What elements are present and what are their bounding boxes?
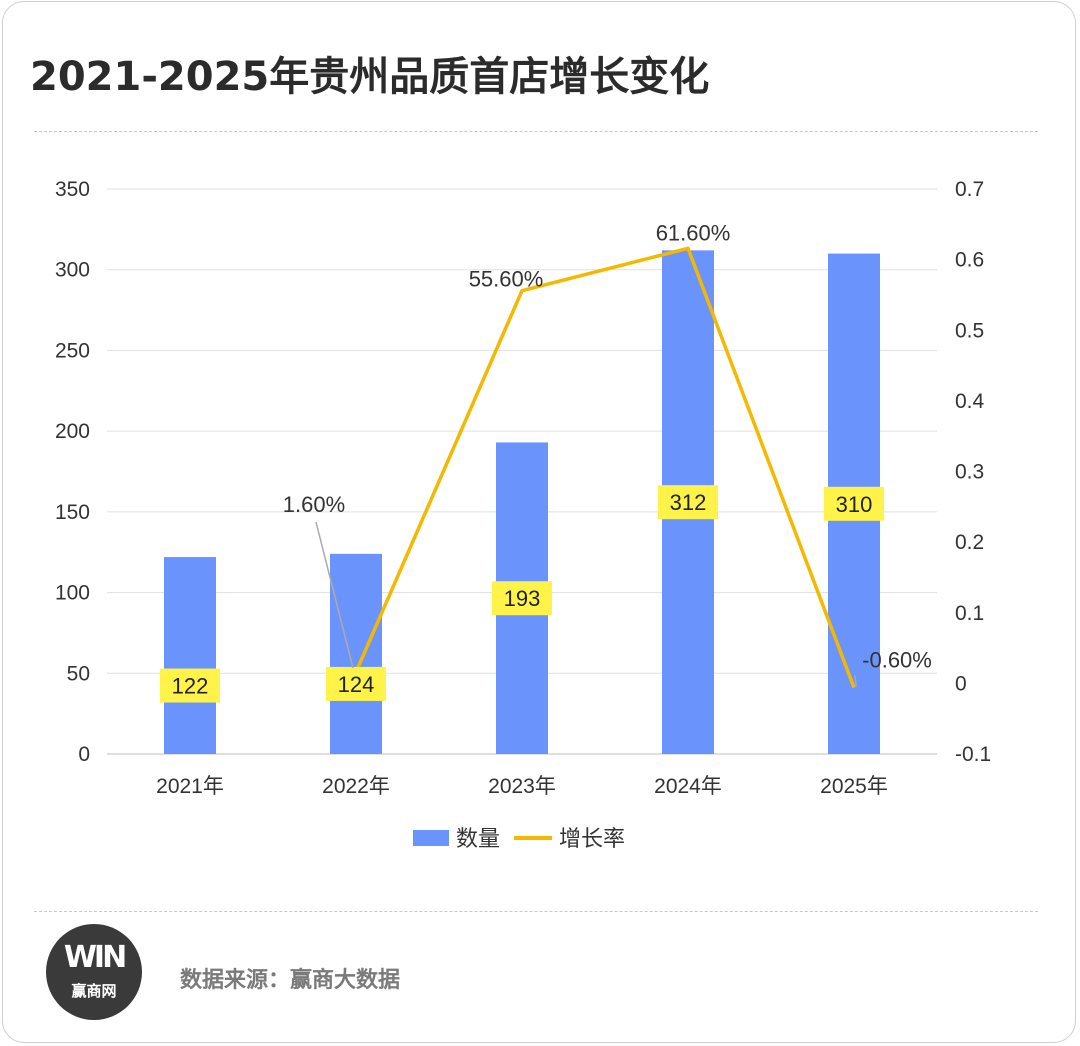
- y-left-tick-label: 300: [55, 259, 90, 282]
- bar-label-bg: [824, 486, 884, 521]
- y-right-tick-label: -0.1: [955, 743, 991, 766]
- y-left-tick-label: 350: [55, 178, 90, 201]
- legend-label: 增长率: [559, 826, 625, 851]
- bar-label-bg: [326, 666, 386, 701]
- bar-data-label: 122: [172, 674, 209, 699]
- y-right-tick-label: 0.1: [955, 602, 984, 625]
- legend-label: 数量: [456, 826, 500, 851]
- bar-data-label: 193: [504, 586, 541, 611]
- x-tick-label: 2022年: [322, 775, 390, 798]
- y-left-tick-label: 0: [78, 743, 90, 766]
- winshang-logo-icon: WIN 赢商网: [46, 924, 142, 1020]
- data-label-leader: [854, 675, 857, 687]
- logo-mark: WIN: [63, 940, 127, 975]
- y-left-tick-label: 150: [55, 501, 90, 524]
- top-divider: [34, 131, 1038, 132]
- bar-label-bg: [658, 485, 718, 520]
- bar-label-bg: [160, 668, 220, 703]
- bar-data-label: 124: [338, 672, 375, 697]
- line-data-label: 1.60%: [283, 492, 345, 517]
- growth-rate-line: [354, 246, 856, 689]
- y-left-tick-label: 200: [55, 420, 90, 443]
- bar: [164, 557, 216, 754]
- x-tick-label: 2023年: [488, 775, 556, 798]
- chart-title: 2021-2025年贵州品质首店增长变化: [30, 54, 710, 100]
- bottom-divider: [34, 911, 1038, 912]
- y-right-tick-label: 0.5: [955, 319, 984, 342]
- y-left-tick-label: 100: [55, 582, 90, 605]
- x-tick-label: 2024年: [654, 775, 722, 798]
- y-right-tick-label: 0: [955, 672, 967, 695]
- line-data-label: 61.60%: [656, 220, 731, 245]
- data-source-note: 数据来源：赢商大数据: [180, 968, 401, 993]
- logo-text: 赢商网: [71, 982, 117, 1000]
- bar-label-bg: [492, 581, 552, 616]
- y-right-tick-label: 0.3: [955, 461, 984, 484]
- y-right-tick-label: 0.7: [955, 178, 984, 201]
- bar-data-label: 310: [836, 492, 873, 517]
- combo-chart: 0 50 100 150 200 250 300 350 -0.1 0 0.1 0.2 0.3 0.4 0.…: [55, 178, 991, 851]
- bar: [330, 553, 382, 754]
- data-label-leader: [315, 521, 354, 669]
- legend-swatch-bars: [413, 830, 449, 846]
- x-tick-label: 2021年: [156, 775, 224, 798]
- y-right-tick-label: 0.4: [955, 390, 985, 413]
- y-left-tick-label: 250: [55, 339, 90, 362]
- y-right-tick-label: 0.2: [955, 531, 984, 554]
- bar-data-label: 312: [670, 490, 707, 515]
- y-left-tick-label: 50: [67, 662, 90, 685]
- line-data-label: 55.60%: [469, 267, 544, 292]
- y-right-tick-label: 0.6: [955, 249, 984, 272]
- x-tick-label: 2025年: [820, 775, 888, 798]
- line-data-label: -0.60%: [862, 648, 932, 673]
